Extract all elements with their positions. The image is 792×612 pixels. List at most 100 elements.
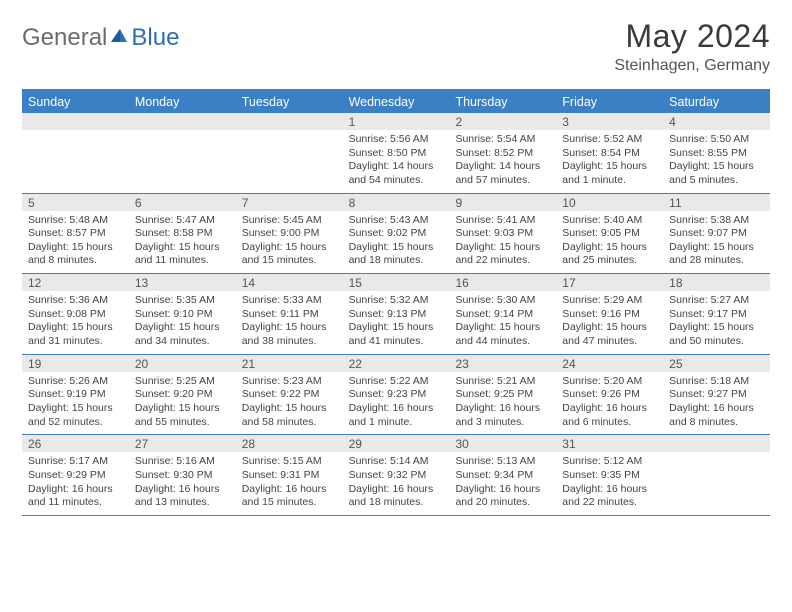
day-details: Sunrise: 5:18 AMSunset: 9:27 PMDaylight:… (663, 372, 770, 435)
calendar-cell: 12Sunrise: 5:36 AMSunset: 9:08 PMDayligh… (22, 274, 129, 354)
sunset-text: Sunset: 8:52 PM (455, 147, 550, 161)
day-details: Sunrise: 5:54 AMSunset: 8:52 PMDaylight:… (449, 130, 556, 193)
day-header: Monday (129, 91, 236, 113)
logo-text-2: Blue (131, 24, 179, 52)
day-details: Sunrise: 5:25 AMSunset: 9:20 PMDaylight:… (129, 372, 236, 435)
sunset-text: Sunset: 9:10 PM (135, 308, 230, 322)
day-header-row: Sunday Monday Tuesday Wednesday Thursday… (22, 91, 770, 113)
day-details: Sunrise: 5:47 AMSunset: 8:58 PMDaylight:… (129, 211, 236, 274)
day-number: 18 (663, 274, 770, 291)
day-details: Sunrise: 5:23 AMSunset: 9:22 PMDaylight:… (236, 372, 343, 435)
daylight-text: Daylight: 15 hours and 38 minutes. (242, 321, 337, 348)
day-header: Saturday (663, 91, 770, 113)
daylight-text: Daylight: 14 hours and 57 minutes. (455, 160, 550, 187)
day-number: 7 (236, 194, 343, 211)
daylight-text: Daylight: 15 hours and 15 minutes. (242, 241, 337, 268)
day-number: 30 (449, 435, 556, 452)
day-number: 20 (129, 355, 236, 372)
day-details: Sunrise: 5:38 AMSunset: 9:07 PMDaylight:… (663, 211, 770, 274)
calendar-cell: 18Sunrise: 5:27 AMSunset: 9:17 PMDayligh… (663, 274, 770, 354)
day-header: Friday (556, 91, 663, 113)
day-details: Sunrise: 5:14 AMSunset: 9:32 PMDaylight:… (343, 452, 450, 515)
calendar-cell: 8Sunrise: 5:43 AMSunset: 9:02 PMDaylight… (343, 194, 450, 274)
day-number (663, 435, 770, 452)
sunrise-text: Sunrise: 5:12 AM (562, 455, 657, 469)
day-number: 25 (663, 355, 770, 372)
sunrise-text: Sunrise: 5:36 AM (28, 294, 123, 308)
day-number: 9 (449, 194, 556, 211)
day-number: 26 (22, 435, 129, 452)
day-details: Sunrise: 5:22 AMSunset: 9:23 PMDaylight:… (343, 372, 450, 435)
sunset-text: Sunset: 8:57 PM (28, 227, 123, 241)
day-number: 3 (556, 113, 663, 130)
daylight-text: Daylight: 16 hours and 11 minutes. (28, 483, 123, 510)
sunrise-text: Sunrise: 5:23 AM (242, 375, 337, 389)
calendar-cell: 15Sunrise: 5:32 AMSunset: 9:13 PMDayligh… (343, 274, 450, 354)
daylight-text: Daylight: 14 hours and 54 minutes. (349, 160, 444, 187)
sunset-text: Sunset: 9:25 PM (455, 388, 550, 402)
sunset-text: Sunset: 9:31 PM (242, 469, 337, 483)
sunset-text: Sunset: 9:08 PM (28, 308, 123, 322)
calendar-cell (663, 435, 770, 515)
sunset-text: Sunset: 9:13 PM (349, 308, 444, 322)
day-number (236, 113, 343, 130)
daylight-text: Daylight: 15 hours and 55 minutes. (135, 402, 230, 429)
day-number: 6 (129, 194, 236, 211)
sunset-text: Sunset: 9:30 PM (135, 469, 230, 483)
calendar-cell: 24Sunrise: 5:20 AMSunset: 9:26 PMDayligh… (556, 355, 663, 435)
day-number: 11 (663, 194, 770, 211)
day-details: Sunrise: 5:43 AMSunset: 9:02 PMDaylight:… (343, 211, 450, 274)
day-details: Sunrise: 5:29 AMSunset: 9:16 PMDaylight:… (556, 291, 663, 354)
calendar-cell: 30Sunrise: 5:13 AMSunset: 9:34 PMDayligh… (449, 435, 556, 515)
daylight-text: Daylight: 16 hours and 3 minutes. (455, 402, 550, 429)
calendar-cell: 29Sunrise: 5:14 AMSunset: 9:32 PMDayligh… (343, 435, 450, 515)
sunrise-text: Sunrise: 5:40 AM (562, 214, 657, 228)
sunset-text: Sunset: 9:32 PM (349, 469, 444, 483)
logo-triangle-icon (109, 26, 129, 51)
day-number: 14 (236, 274, 343, 291)
daylight-text: Daylight: 15 hours and 22 minutes. (455, 241, 550, 268)
sunset-text: Sunset: 9:14 PM (455, 308, 550, 322)
calendar-cell: 25Sunrise: 5:18 AMSunset: 9:27 PMDayligh… (663, 355, 770, 435)
sunrise-text: Sunrise: 5:27 AM (669, 294, 764, 308)
sunrise-text: Sunrise: 5:45 AM (242, 214, 337, 228)
calendar-cell (129, 113, 236, 193)
sunrise-text: Sunrise: 5:30 AM (455, 294, 550, 308)
title-block: May 2024 Steinhagen, Germany (614, 18, 770, 75)
day-details: Sunrise: 5:40 AMSunset: 9:05 PMDaylight:… (556, 211, 663, 274)
location-text: Steinhagen, Germany (614, 57, 770, 75)
calendar-cell: 3Sunrise: 5:52 AMSunset: 8:54 PMDaylight… (556, 113, 663, 193)
calendar-week: 5Sunrise: 5:48 AMSunset: 8:57 PMDaylight… (22, 194, 770, 275)
sunrise-text: Sunrise: 5:21 AM (455, 375, 550, 389)
sunrise-text: Sunrise: 5:16 AM (135, 455, 230, 469)
sunset-text: Sunset: 9:00 PM (242, 227, 337, 241)
sunset-text: Sunset: 9:23 PM (349, 388, 444, 402)
calendar-cell: 31Sunrise: 5:12 AMSunset: 9:35 PMDayligh… (556, 435, 663, 515)
calendar-cell: 16Sunrise: 5:30 AMSunset: 9:14 PMDayligh… (449, 274, 556, 354)
day-details: Sunrise: 5:32 AMSunset: 9:13 PMDaylight:… (343, 291, 450, 354)
calendar-cell: 10Sunrise: 5:40 AMSunset: 9:05 PMDayligh… (556, 194, 663, 274)
day-details (129, 130, 236, 186)
calendar-cell: 27Sunrise: 5:16 AMSunset: 9:30 PMDayligh… (129, 435, 236, 515)
calendar-cell: 9Sunrise: 5:41 AMSunset: 9:03 PMDaylight… (449, 194, 556, 274)
sunrise-text: Sunrise: 5:14 AM (349, 455, 444, 469)
daylight-text: Daylight: 15 hours and 25 minutes. (562, 241, 657, 268)
calendar-cell: 19Sunrise: 5:26 AMSunset: 9:19 PMDayligh… (22, 355, 129, 435)
sunset-text: Sunset: 9:07 PM (669, 227, 764, 241)
calendar-cell: 21Sunrise: 5:23 AMSunset: 9:22 PMDayligh… (236, 355, 343, 435)
sunset-text: Sunset: 9:05 PM (562, 227, 657, 241)
sunset-text: Sunset: 8:50 PM (349, 147, 444, 161)
day-number: 24 (556, 355, 663, 372)
day-header: Wednesday (343, 91, 450, 113)
sunrise-text: Sunrise: 5:22 AM (349, 375, 444, 389)
day-details: Sunrise: 5:45 AMSunset: 9:00 PMDaylight:… (236, 211, 343, 274)
sunrise-text: Sunrise: 5:29 AM (562, 294, 657, 308)
day-number: 27 (129, 435, 236, 452)
sunrise-text: Sunrise: 5:26 AM (28, 375, 123, 389)
daylight-text: Daylight: 16 hours and 1 minute. (349, 402, 444, 429)
sunset-text: Sunset: 8:55 PM (669, 147, 764, 161)
daylight-text: Daylight: 15 hours and 47 minutes. (562, 321, 657, 348)
sunrise-text: Sunrise: 5:43 AM (349, 214, 444, 228)
day-number (22, 113, 129, 130)
calendar: Sunday Monday Tuesday Wednesday Thursday… (22, 89, 770, 516)
